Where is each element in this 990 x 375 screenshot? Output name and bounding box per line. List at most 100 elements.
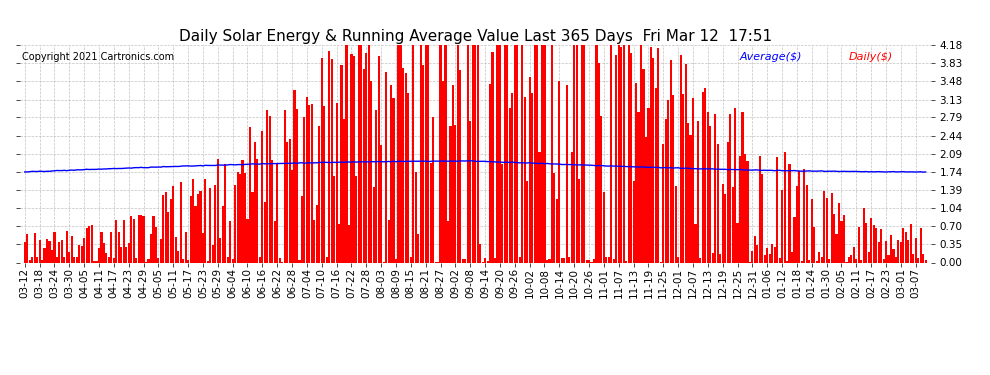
Bar	[372, 187, 375, 262]
Bar	[679, 55, 682, 262]
Bar	[471, 44, 474, 262]
Bar	[534, 44, 536, 262]
Bar	[714, 114, 717, 262]
Bar	[855, 260, 857, 262]
Bar	[704, 88, 707, 262]
Bar	[34, 233, 36, 262]
Bar	[895, 256, 897, 262]
Bar	[618, 44, 620, 262]
Bar	[333, 176, 336, 262]
Bar	[623, 44, 625, 262]
Bar	[224, 164, 227, 262]
Bar	[347, 225, 350, 262]
Bar	[828, 259, 831, 262]
Bar	[585, 260, 588, 262]
Bar	[232, 259, 234, 262]
Bar	[833, 214, 836, 262]
Bar	[427, 44, 430, 262]
Bar	[628, 44, 630, 262]
Bar	[821, 257, 823, 262]
Bar	[365, 53, 367, 262]
Bar	[234, 185, 237, 262]
Bar	[808, 260, 811, 262]
Bar	[494, 258, 496, 262]
Bar	[174, 237, 177, 262]
Bar	[613, 259, 615, 262]
Bar	[152, 216, 154, 262]
Bar	[600, 116, 603, 262]
Bar	[647, 108, 649, 262]
Bar	[405, 73, 407, 262]
Bar	[197, 194, 199, 262]
Bar	[380, 145, 382, 262]
Bar	[638, 112, 640, 262]
Bar	[662, 144, 664, 262]
Bar	[362, 69, 365, 262]
Bar	[93, 261, 95, 262]
Bar	[400, 44, 402, 262]
Bar	[702, 92, 704, 262]
Bar	[214, 185, 217, 262]
Bar	[798, 171, 801, 262]
Bar	[440, 44, 442, 262]
Bar	[729, 114, 732, 262]
Bar	[199, 191, 202, 262]
Bar	[915, 237, 917, 262]
Bar	[890, 235, 892, 262]
Bar	[65, 231, 68, 262]
Bar	[514, 44, 516, 262]
Bar	[758, 156, 761, 262]
Bar	[882, 259, 885, 262]
Bar	[541, 44, 544, 262]
Bar	[88, 226, 90, 262]
Bar	[328, 51, 331, 262]
Bar	[763, 255, 766, 262]
Bar	[68, 252, 70, 262]
Bar	[813, 227, 816, 262]
Bar	[55, 257, 58, 262]
Bar	[367, 44, 370, 262]
Bar	[491, 52, 494, 262]
Bar	[46, 239, 49, 262]
Bar	[303, 117, 306, 262]
Bar	[115, 220, 118, 262]
Bar	[739, 156, 742, 262]
Bar	[53, 232, 55, 262]
Bar	[595, 44, 598, 262]
Bar	[550, 44, 553, 262]
Bar	[902, 228, 905, 262]
Bar	[865, 223, 867, 262]
Bar	[177, 251, 179, 262]
Bar	[920, 228, 922, 262]
Bar	[283, 110, 286, 262]
Bar	[756, 245, 758, 262]
Bar	[860, 260, 862, 262]
Bar	[719, 254, 722, 262]
Bar	[432, 117, 435, 262]
Bar	[766, 249, 768, 262]
Bar	[41, 260, 44, 262]
Bar	[316, 205, 318, 262]
Bar	[910, 224, 912, 262]
Bar	[273, 221, 276, 262]
Bar	[105, 252, 108, 262]
Bar	[162, 195, 164, 262]
Bar	[831, 193, 833, 262]
Bar	[553, 173, 555, 262]
Bar	[712, 253, 714, 262]
Bar	[58, 242, 60, 262]
Bar	[251, 192, 253, 262]
Bar	[140, 215, 143, 262]
Bar	[783, 152, 786, 262]
Bar	[261, 131, 263, 262]
Bar	[776, 158, 778, 262]
Bar	[536, 44, 539, 262]
Bar	[138, 215, 140, 262]
Bar	[464, 259, 466, 262]
Bar	[593, 259, 595, 262]
Bar	[313, 220, 316, 262]
Bar	[674, 186, 677, 262]
Bar	[823, 190, 826, 262]
Bar	[237, 172, 239, 262]
Bar	[565, 85, 568, 262]
